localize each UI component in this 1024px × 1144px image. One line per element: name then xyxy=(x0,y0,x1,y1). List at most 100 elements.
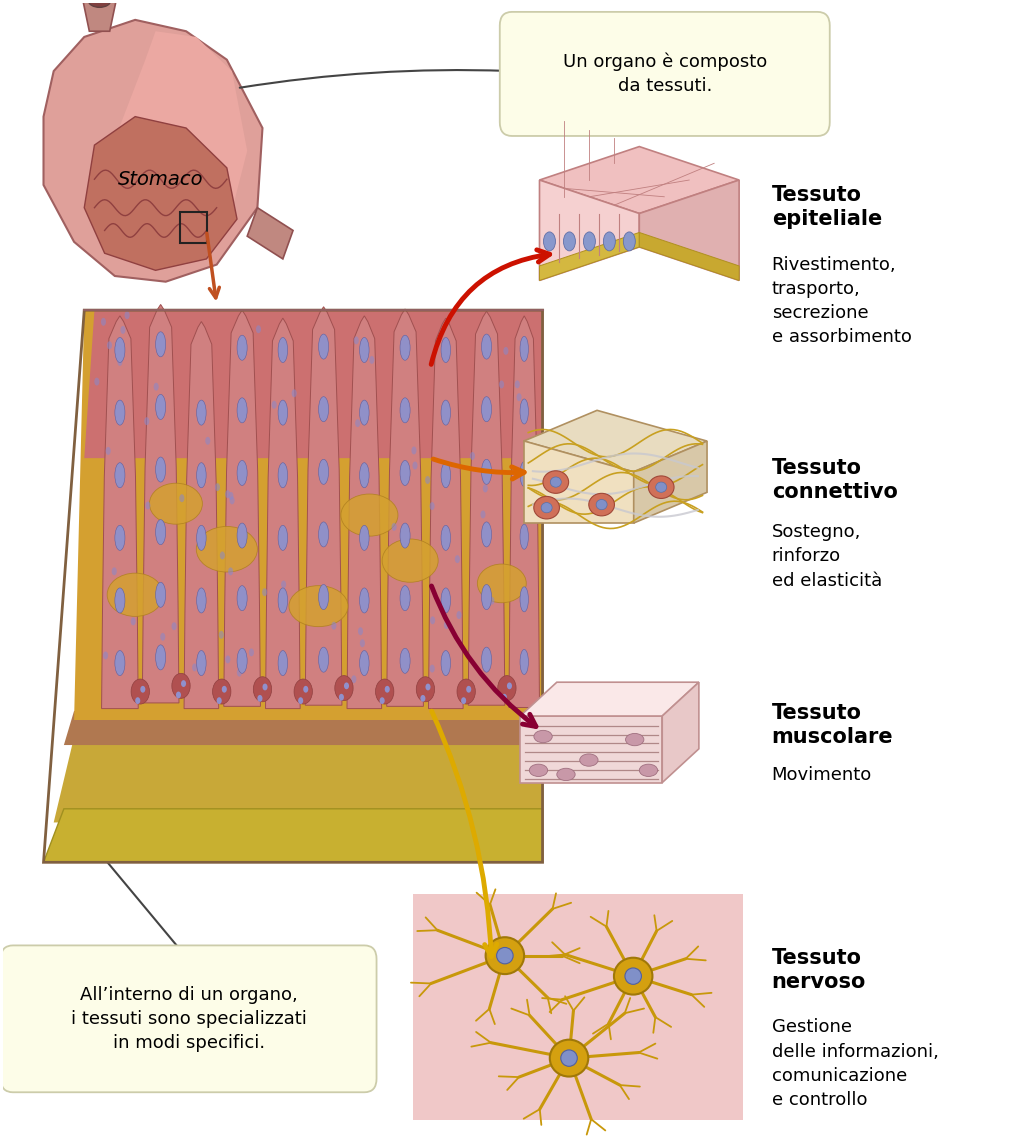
Ellipse shape xyxy=(131,680,150,704)
Ellipse shape xyxy=(249,649,254,657)
Ellipse shape xyxy=(497,947,513,964)
Ellipse shape xyxy=(106,341,112,349)
Ellipse shape xyxy=(156,645,166,670)
Ellipse shape xyxy=(279,400,288,426)
Ellipse shape xyxy=(655,482,667,492)
Ellipse shape xyxy=(160,633,165,641)
Polygon shape xyxy=(523,442,634,523)
Ellipse shape xyxy=(125,311,130,319)
Ellipse shape xyxy=(520,524,528,549)
Polygon shape xyxy=(63,710,543,745)
Ellipse shape xyxy=(115,525,125,550)
Ellipse shape xyxy=(541,502,552,513)
Ellipse shape xyxy=(271,400,276,408)
Polygon shape xyxy=(53,737,543,823)
Text: Tessuto
nervoso: Tessuto nervoso xyxy=(772,947,866,992)
Ellipse shape xyxy=(355,419,360,427)
Text: Rivestimento,
trasporto,
secrezione
e assorbimento: Rivestimento, trasporto, secrezione e as… xyxy=(772,255,911,347)
Ellipse shape xyxy=(614,958,652,994)
Polygon shape xyxy=(634,442,707,523)
Ellipse shape xyxy=(217,697,222,704)
Ellipse shape xyxy=(624,232,635,251)
Ellipse shape xyxy=(441,400,451,426)
Ellipse shape xyxy=(94,378,99,386)
Ellipse shape xyxy=(156,582,166,607)
Text: Un organo è composto
da tessuti.: Un organo è composto da tessuti. xyxy=(562,53,767,95)
Ellipse shape xyxy=(303,686,308,692)
Ellipse shape xyxy=(370,356,375,364)
Ellipse shape xyxy=(400,460,410,485)
Text: Tessuto
epiteliale: Tessuto epiteliale xyxy=(772,185,882,229)
Ellipse shape xyxy=(400,523,410,548)
Ellipse shape xyxy=(238,523,247,548)
Ellipse shape xyxy=(400,335,410,360)
Ellipse shape xyxy=(318,459,329,484)
Ellipse shape xyxy=(176,691,181,698)
Ellipse shape xyxy=(359,337,369,363)
Ellipse shape xyxy=(238,649,247,674)
Ellipse shape xyxy=(485,937,524,974)
Ellipse shape xyxy=(335,676,353,700)
Polygon shape xyxy=(428,318,463,708)
Ellipse shape xyxy=(197,462,206,487)
Ellipse shape xyxy=(520,399,528,424)
Ellipse shape xyxy=(318,648,329,673)
Ellipse shape xyxy=(359,400,369,426)
Polygon shape xyxy=(305,307,342,705)
Polygon shape xyxy=(84,117,237,270)
Polygon shape xyxy=(540,180,639,280)
Ellipse shape xyxy=(88,0,111,7)
Ellipse shape xyxy=(430,665,435,673)
Ellipse shape xyxy=(466,686,471,692)
Ellipse shape xyxy=(441,588,451,613)
Polygon shape xyxy=(663,682,699,782)
Ellipse shape xyxy=(294,680,312,704)
Ellipse shape xyxy=(477,564,526,603)
Ellipse shape xyxy=(515,380,520,388)
Polygon shape xyxy=(468,311,505,705)
Polygon shape xyxy=(43,19,262,281)
Text: Tessuto
connettivo: Tessuto connettivo xyxy=(772,458,898,502)
Ellipse shape xyxy=(429,502,434,510)
Ellipse shape xyxy=(482,484,487,492)
Ellipse shape xyxy=(359,639,365,648)
Ellipse shape xyxy=(520,461,528,486)
Ellipse shape xyxy=(238,460,247,485)
Ellipse shape xyxy=(344,683,349,689)
Ellipse shape xyxy=(443,621,449,629)
Ellipse shape xyxy=(557,769,575,780)
Ellipse shape xyxy=(425,476,430,484)
Ellipse shape xyxy=(219,630,224,638)
Ellipse shape xyxy=(197,651,206,676)
Ellipse shape xyxy=(197,400,206,426)
Ellipse shape xyxy=(225,490,230,498)
Ellipse shape xyxy=(603,232,615,251)
Ellipse shape xyxy=(144,418,150,426)
Ellipse shape xyxy=(417,677,434,701)
Ellipse shape xyxy=(499,381,504,389)
Polygon shape xyxy=(82,0,117,31)
Ellipse shape xyxy=(279,651,288,676)
Ellipse shape xyxy=(380,697,385,704)
Polygon shape xyxy=(74,310,543,720)
Ellipse shape xyxy=(550,477,561,487)
Polygon shape xyxy=(347,316,382,708)
Ellipse shape xyxy=(279,525,288,550)
Ellipse shape xyxy=(145,501,151,509)
Polygon shape xyxy=(101,316,138,708)
Ellipse shape xyxy=(498,676,516,700)
Ellipse shape xyxy=(156,395,166,420)
Ellipse shape xyxy=(420,694,425,701)
Ellipse shape xyxy=(534,496,559,519)
Text: Stomaco: Stomaco xyxy=(118,169,204,189)
Ellipse shape xyxy=(171,622,176,630)
Ellipse shape xyxy=(101,318,106,326)
Ellipse shape xyxy=(156,519,166,545)
Ellipse shape xyxy=(318,397,329,422)
Ellipse shape xyxy=(289,586,348,627)
Ellipse shape xyxy=(105,447,111,455)
Ellipse shape xyxy=(359,525,369,550)
Ellipse shape xyxy=(262,684,267,690)
Ellipse shape xyxy=(135,697,140,704)
Ellipse shape xyxy=(401,411,407,419)
